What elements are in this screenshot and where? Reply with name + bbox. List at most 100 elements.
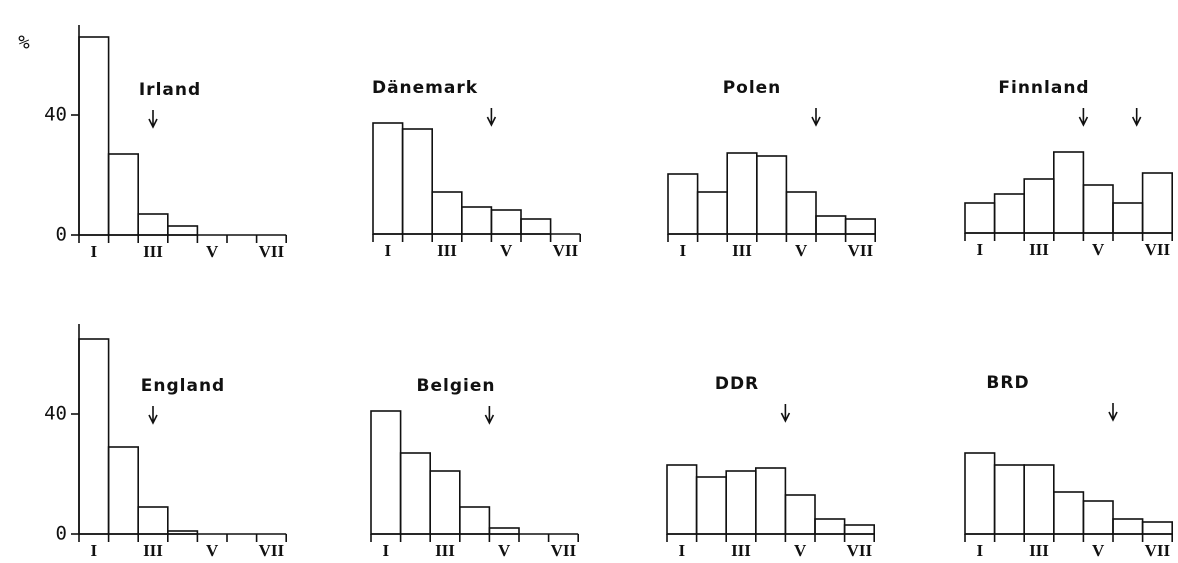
bar <box>137 213 169 236</box>
x-tick-label: VII <box>1145 240 1171 259</box>
arrow <box>780 404 791 423</box>
bar <box>1082 184 1114 234</box>
bar <box>1053 491 1085 535</box>
x-tick-label: V <box>206 541 219 560</box>
bar <box>785 191 817 235</box>
x-tick-label: III <box>1029 541 1049 560</box>
bar <box>520 218 552 235</box>
panel-title: Irland <box>139 80 201 100</box>
bar <box>1112 518 1144 535</box>
x-tick-label: VII <box>551 541 577 560</box>
x-tick-label: VII <box>553 241 579 260</box>
bar <box>167 530 199 535</box>
bar <box>755 155 788 235</box>
x-tick-label: V <box>206 242 219 261</box>
x-tick-label: V <box>795 241 808 260</box>
arrow <box>148 406 158 425</box>
bar <box>107 153 139 236</box>
bar <box>1141 172 1173 234</box>
arrow <box>486 108 497 127</box>
bar <box>695 476 727 535</box>
bar <box>460 206 493 235</box>
x-tick-label: V <box>500 241 513 260</box>
bar <box>167 225 199 236</box>
y-tick-label: 0 <box>56 523 67 545</box>
x-tick-label: III <box>1029 240 1049 259</box>
bar <box>1023 464 1055 535</box>
bar <box>401 128 434 235</box>
bar <box>726 152 758 235</box>
bar <box>1023 178 1055 234</box>
bar <box>137 506 169 535</box>
x-tick-label: V <box>1092 541 1105 560</box>
bar <box>696 191 728 235</box>
arrow <box>1108 403 1118 422</box>
y-tick-label: 40 <box>44 104 67 126</box>
bar <box>372 122 404 235</box>
x-tick-label: III <box>435 541 455 560</box>
x-tick-label: I <box>90 242 97 261</box>
x-tick-label: V <box>1092 240 1105 259</box>
x-tick-label: VII <box>847 541 873 560</box>
panel-title: Polen <box>723 78 782 98</box>
bar <box>725 470 757 535</box>
arrow <box>1078 108 1089 127</box>
panel-title: Belgien <box>417 376 496 396</box>
bar <box>844 218 876 235</box>
panel-title: Dänemark <box>372 78 478 98</box>
bar <box>784 494 816 535</box>
arrow <box>1131 108 1142 127</box>
x-tick-label: V <box>498 541 511 560</box>
bar <box>1053 151 1085 234</box>
x-tick-label: VII <box>259 242 285 261</box>
bar <box>814 518 846 535</box>
bar <box>1112 202 1144 234</box>
y-tick-label: 0 <box>56 224 67 246</box>
bar <box>1082 500 1114 535</box>
x-tick-label: VII <box>259 541 285 560</box>
bar <box>964 202 996 234</box>
x-tick-label: III <box>437 241 457 260</box>
panel-title: England <box>141 376 225 396</box>
panel-title: Finnland <box>998 78 1089 98</box>
panel-title: DDR <box>715 374 759 394</box>
x-tick-label: I <box>678 541 685 560</box>
x-tick-label: I <box>384 241 391 260</box>
bar <box>78 36 110 236</box>
y-tick-label: 40 <box>44 403 67 425</box>
bar <box>1141 521 1173 535</box>
x-tick-label: I <box>679 241 686 260</box>
bar <box>815 215 847 235</box>
bar <box>993 193 1025 234</box>
bar <box>964 452 996 535</box>
bar <box>429 470 461 535</box>
bar <box>399 452 432 535</box>
bar <box>78 338 110 535</box>
bar <box>490 209 522 235</box>
bar <box>993 464 1025 535</box>
panel-title: BRD <box>986 373 1029 393</box>
x-tick-label: I <box>976 541 983 560</box>
x-tick-label: III <box>143 242 163 261</box>
x-tick-label: III <box>143 541 163 560</box>
x-tick-label: I <box>976 240 983 259</box>
x-tick-label: III <box>732 241 752 260</box>
bar <box>667 173 699 235</box>
y-axis-label: % <box>18 32 30 54</box>
arrow <box>148 110 158 129</box>
bar <box>754 467 787 535</box>
x-tick-label: V <box>794 541 807 560</box>
x-tick-label: I <box>90 541 97 560</box>
x-tick-label: VII <box>1145 541 1171 560</box>
x-tick-label: VII <box>848 241 874 260</box>
bar <box>843 524 875 535</box>
bar <box>458 506 491 535</box>
x-tick-label: I <box>382 541 389 560</box>
bar <box>666 464 698 535</box>
x-tick-label: III <box>731 541 751 560</box>
arrow <box>811 108 821 127</box>
arrow <box>484 406 495 425</box>
bar <box>107 446 139 535</box>
bar <box>370 410 402 535</box>
